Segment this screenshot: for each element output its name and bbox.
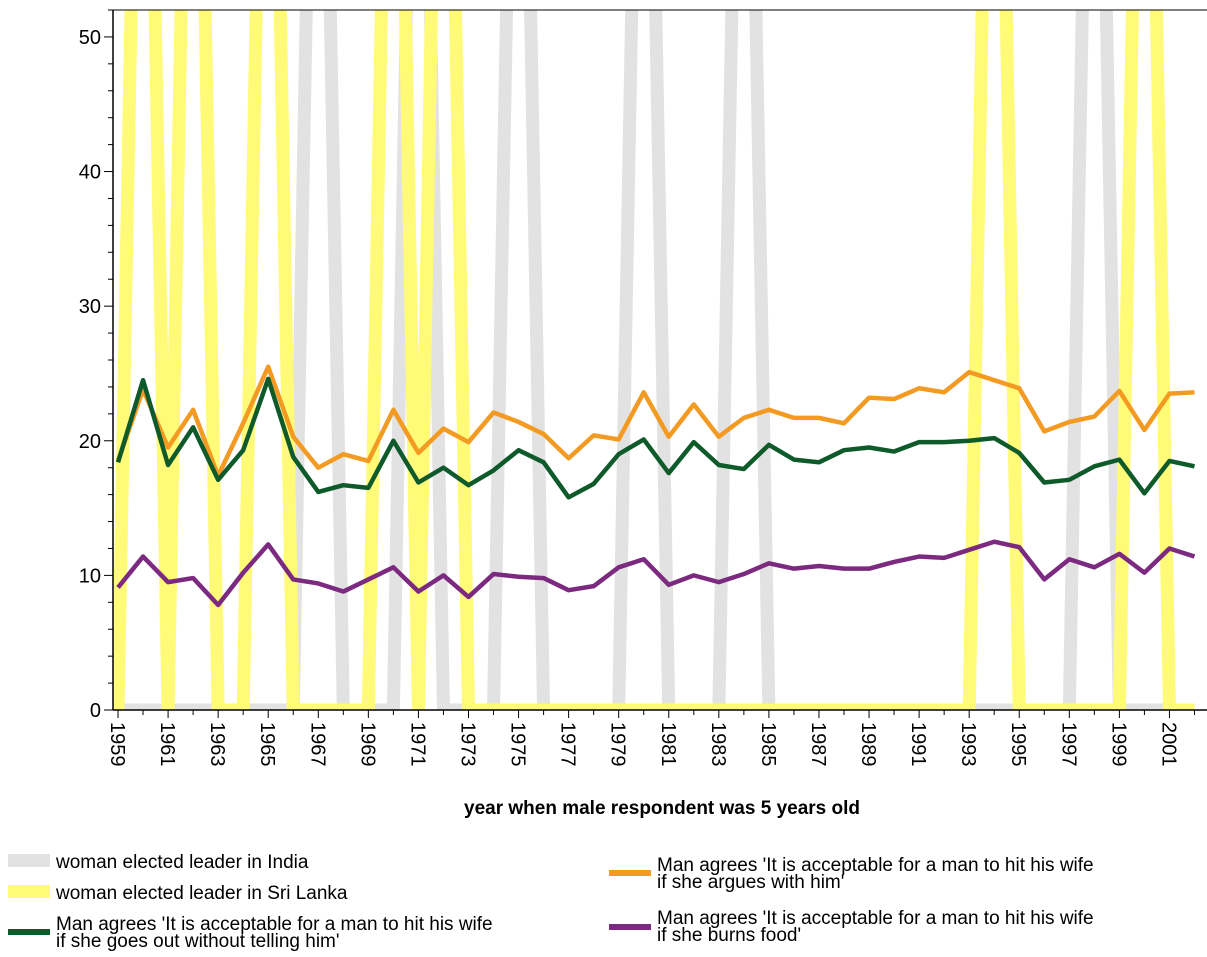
legend-label-goes-out: Man agrees 'It is acceptable for a man t… <box>56 914 493 952</box>
x-tick-label: 2001 <box>1157 722 1179 767</box>
y-tick-label: 20 <box>79 431 101 453</box>
legend-item-argues: Man agrees 'It is acceptable for a man t… <box>609 855 1094 893</box>
y-tick-label: 0 <box>90 700 101 722</box>
y-tick-label: 40 <box>79 162 101 184</box>
x-tick-label: 1969 <box>356 722 378 767</box>
x-tick-label: 1979 <box>607 722 629 767</box>
x-tick-label: 1987 <box>807 722 829 767</box>
legend-label-burns-food: Man agrees 'It is acceptable for a man t… <box>657 908 1094 946</box>
legend-item-goes-out: Man agrees 'It is acceptable for a man t… <box>8 914 493 952</box>
legend-label-india: woman elected leader in India <box>55 852 309 873</box>
series-line-0 <box>115 364 1195 479</box>
legend-label-argues: Man agrees 'It is acceptable for a man t… <box>657 855 1094 893</box>
y-axis-ticks: 0 10 20 30 40 50 <box>79 9 113 722</box>
x-tick-label: 1993 <box>957 722 979 767</box>
legend: woman elected leader in India woman elec… <box>8 852 1094 952</box>
x-tick-label: 1997 <box>1057 722 1079 767</box>
x-tick-label: 1975 <box>507 722 529 767</box>
series-line-2 <box>116 539 1196 608</box>
x-tick-label: 1995 <box>1007 722 1029 767</box>
background-series-0 <box>118 10 1195 710</box>
x-tick-label: 1971 <box>406 722 428 767</box>
legend-item-sri-lanka: woman elected leader in Sri Lanka <box>8 883 348 904</box>
x-tick-label: 1989 <box>857 722 879 767</box>
x-tick-label: 1999 <box>1107 722 1129 767</box>
x-tick-label: 1963 <box>206 722 228 767</box>
x-axis-title: year when male respondent was 5 years ol… <box>464 798 860 819</box>
legend-item-india: woman elected leader in India <box>8 852 309 873</box>
legend-item-burns-food: Man agrees 'It is acceptable for a man t… <box>609 908 1094 946</box>
series-layer <box>115 364 1196 608</box>
y-tick-label: 10 <box>79 565 101 587</box>
background-series-1 <box>113 10 1195 710</box>
y-tick-label: 30 <box>79 296 101 318</box>
x-tick-label: 1967 <box>306 722 328 767</box>
x-tick-label: 1965 <box>256 722 278 767</box>
x-tick-label: 1991 <box>907 722 929 767</box>
event-background-layer <box>113 10 1195 710</box>
x-tick-label: 1981 <box>657 722 679 767</box>
legend-swatch-argues <box>609 870 651 876</box>
x-tick-label: 1985 <box>757 722 779 767</box>
x-tick-label: 1973 <box>456 722 478 767</box>
series-line-1 <box>115 376 1195 500</box>
x-tick-label: 1961 <box>156 722 178 767</box>
y-tick-label: 50 <box>79 27 101 49</box>
x-tick-label: 1977 <box>557 722 579 767</box>
legend-swatch-india <box>8 854 50 867</box>
legend-swatch-goes-out <box>8 929 50 935</box>
legend-swatch-burns-food <box>609 924 651 930</box>
x-tick-label: 1959 <box>106 722 128 767</box>
legend-swatch-sri-lanka <box>8 885 50 898</box>
x-tick-label: 1983 <box>707 722 729 767</box>
legend-label-sri-lanka: woman elected leader in Sri Lanka <box>55 883 348 904</box>
x-axis-ticks: 1959 1961 1963 1965 1967 1969 1971 1973 1975 1977… <box>106 710 1195 767</box>
